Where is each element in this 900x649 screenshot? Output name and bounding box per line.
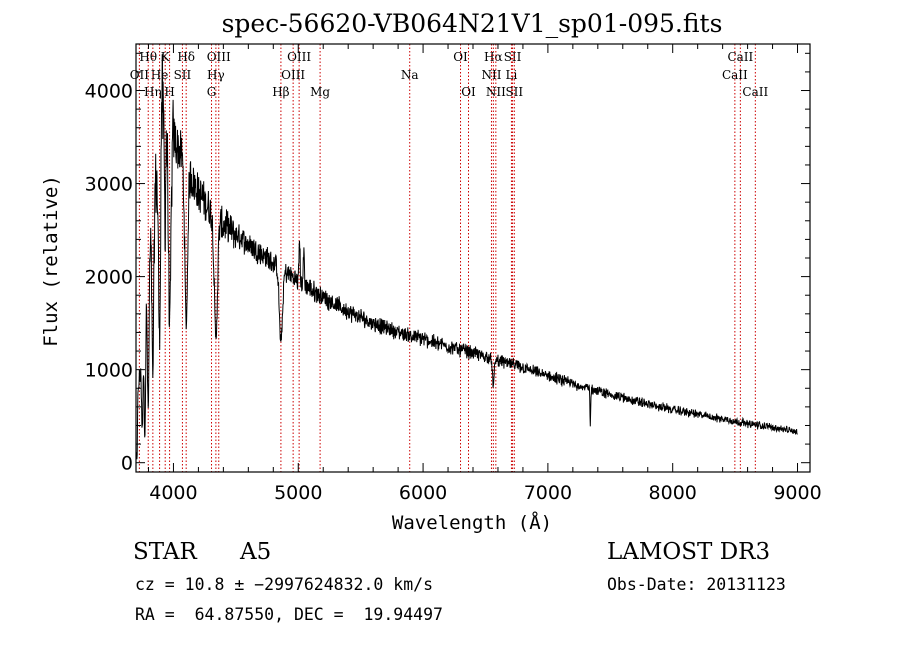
axes: 4000 5000 6000 7000 8000 9000 0 1000 2000 3000 400… [85, 43, 822, 504]
line-marker-label: CaII [722, 68, 748, 82]
line-marker-label: K [161, 50, 171, 64]
object-class: STAR [133, 539, 197, 565]
y-tick-label: 1000 [85, 360, 133, 382]
line-marker-label: OII [130, 68, 150, 82]
x-axis-label: Wavelength (Å) [392, 511, 552, 534]
x-tick-label: 4000 [149, 482, 197, 504]
line-marker-label: SII [504, 50, 522, 64]
line-marker-label: Hδ [177, 50, 195, 64]
obs-date: Obs-Date: 20131123 [607, 575, 786, 594]
line-marker-label: NII [481, 68, 501, 82]
line-marker-label: Hβ [272, 85, 289, 99]
line-marker-label: NII [486, 85, 506, 99]
line-marker-label: H [164, 85, 174, 99]
x-tick-label: 9000 [773, 482, 821, 504]
line-marker-label: He [151, 68, 169, 82]
spectrum-line [135, 54, 798, 460]
chart-title: spec-56620-VB064N21V1_sp01-095.fits [222, 9, 723, 38]
x-tick-label: 5000 [274, 482, 322, 504]
line-marker-label: OIII [207, 50, 231, 64]
y-tick-label: 0 [121, 453, 133, 475]
line-marker-label: SII [174, 68, 192, 82]
y-tick-label: 4000 [85, 81, 133, 103]
line-marker-label: Hγ [207, 68, 225, 82]
line-marker-label: CaII [742, 85, 768, 99]
plot-frame [135, 43, 811, 473]
survey-name: LAMOST DR3 [607, 539, 770, 565]
line-marker-label: OIII [287, 50, 311, 64]
y-tick-label: 3000 [85, 174, 133, 196]
x-tick-label: 8000 [649, 482, 697, 504]
line-marker-label: G [207, 85, 217, 99]
x-tick-label: 6000 [399, 482, 447, 504]
line-marker-label: OI [461, 85, 476, 99]
line-marker-label: Hα [484, 50, 503, 64]
line-marker-label: Mg [310, 85, 330, 99]
line-marker-label: Hη [144, 85, 162, 99]
x-tick-label: 7000 [524, 482, 572, 504]
redshift-text: cz = 10.8 ± −2997624832.0 km/s [135, 575, 433, 594]
line-marker-label: Na [401, 68, 419, 82]
y-tick-label: 2000 [85, 267, 133, 289]
spectral-subclass: A5 [239, 539, 271, 565]
line-marker-label: CaII [727, 50, 753, 64]
line-marker-label: SII [505, 85, 523, 99]
coordinates: RA = 64.87550, DEC = 19.94497 [135, 605, 443, 624]
line-marker-label: OI [453, 50, 468, 64]
line-marker-label: Li [506, 68, 518, 82]
line-marker-label: Hθ [139, 50, 157, 64]
y-axis-label: Flux (relative) [40, 175, 62, 347]
line-marker-label: OIII [281, 68, 305, 82]
